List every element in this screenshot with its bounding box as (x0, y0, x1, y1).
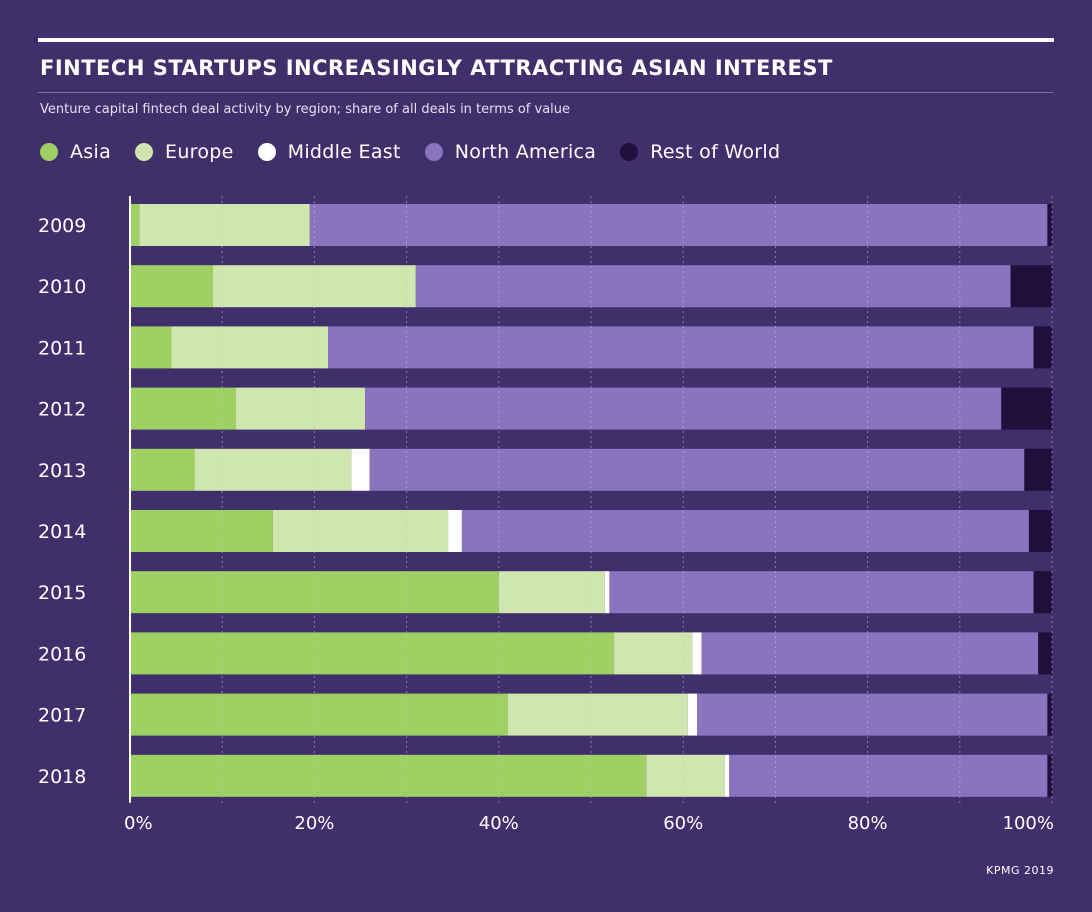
legend-label-north-america: North America (454, 141, 597, 163)
category-label-2012: 2012 (38, 399, 86, 421)
category-label-2016: 2016 (38, 643, 86, 665)
bar-2009-rest-of-world (1047, 204, 1052, 246)
legend-label-rest-of-world: Rest of World (650, 141, 781, 163)
bar-2018-north-america (729, 754, 1048, 797)
bar-2015-europe (498, 571, 605, 614)
legend-item-asia: Asia (40, 141, 111, 163)
legend: Asia Europe Middle East North America Re… (40, 140, 804, 164)
legend-item-rest-of-world: Rest of World (620, 141, 780, 163)
legend-label-middle-east: Middle East (287, 141, 401, 163)
bar-2016-rest-of-world (1038, 632, 1052, 675)
chart-title: FINTECH STARTUPS INCREASINGLY ATTRACTING… (40, 56, 833, 80)
legend-item-middle-east: Middle East (257, 141, 401, 163)
bar-2017-rest-of-world (1047, 693, 1052, 736)
bar-2009-asia (130, 204, 140, 246)
bar-2009-north-america (309, 204, 1048, 246)
category-label-2018: 2018 (38, 766, 86, 788)
bar-2013-asia (130, 448, 195, 491)
bar-2012-north-america (365, 387, 1002, 430)
x-tick-label-20: 20% (294, 813, 334, 834)
category-label-2011: 2011 (38, 337, 86, 359)
subtitle-rule (38, 92, 1054, 93)
bar-2011-asia (130, 326, 172, 369)
category-label-2015: 2015 (38, 582, 86, 604)
bar-2010-rest-of-world (1010, 265, 1052, 308)
bar-2009-europe (139, 204, 310, 246)
legend-label-europe: Europe (165, 141, 234, 163)
bar-2017-middle-east (687, 693, 698, 736)
bar-2017-north-america (697, 693, 1048, 736)
legend-swatch-europe (135, 143, 154, 161)
legend-swatch-rest-of-world (620, 143, 639, 161)
bar-2015-middle-east (604, 571, 610, 614)
legend-swatch-middle-east (257, 143, 276, 161)
bar-2016-north-america (701, 632, 1039, 675)
bar-2018-rest-of-world (1047, 754, 1052, 797)
legend-swatch-asia (40, 143, 58, 161)
bar-2012-rest-of-world (1001, 387, 1052, 430)
bar-2018-asia (130, 754, 647, 797)
bar-2014-europe (272, 510, 449, 552)
x-tick-label-100: 100% (1003, 813, 1054, 834)
bar-2011-rest-of-world (1033, 326, 1052, 369)
category-label-2010: 2010 (38, 276, 86, 298)
bar-2014-rest-of-world (1028, 510, 1052, 552)
category-label-2009: 2009 (38, 215, 86, 237)
x-tick-label-40: 40% (479, 813, 519, 834)
legend-item-europe: Europe (135, 141, 234, 163)
bar-2013-north-america (369, 448, 1025, 491)
category-label-2017: 2017 (38, 705, 86, 727)
bar-2016-asia (130, 632, 615, 675)
bar-2016-europe (614, 632, 693, 675)
chart-subtitle: Venture capital fintech deal activity by… (40, 102, 571, 117)
legend-label-asia: Asia (70, 141, 112, 163)
bar-2017-europe (508, 693, 688, 736)
category-label-2014: 2014 (38, 521, 86, 543)
bar-2010-north-america (415, 265, 1011, 308)
category-label-2013: 2013 (38, 460, 86, 482)
bar-2013-middle-east (351, 448, 370, 491)
bar-2012-europe (236, 387, 366, 430)
bar-2015-north-america (609, 571, 1034, 614)
bar-2013-europe (194, 448, 352, 491)
title-rule (38, 38, 1054, 42)
bar-2014-asia (130, 510, 273, 552)
bar-2012-asia (130, 387, 237, 430)
bar-2016-middle-east (692, 632, 702, 675)
x-tick-label-80: 80% (848, 813, 888, 834)
source-credit: KPMG 2019 (986, 864, 1054, 877)
bar-2015-rest-of-world (1033, 571, 1052, 614)
bar-2011-europe (171, 326, 329, 369)
bar-2017-asia (130, 693, 509, 736)
legend-item-north-america: North America (424, 141, 597, 163)
bar-2014-north-america (461, 510, 1029, 552)
bar-2018-middle-east (724, 754, 730, 797)
bar-2013-rest-of-world (1024, 448, 1052, 491)
stacked-bar-chart: 2009 2010 2011 2012 2013 2014 2015 2016 2017 2018… (38, 196, 1054, 834)
bar-2014-middle-east (448, 510, 462, 552)
x-tick-label-60: 60% (663, 813, 703, 834)
bar-2011-north-america (328, 326, 1034, 369)
bar-2018-europe (646, 754, 725, 797)
legend-swatch-north-america (424, 143, 443, 161)
bar-2010-asia (130, 265, 213, 308)
x-tick-label-0: 0% (124, 813, 153, 834)
